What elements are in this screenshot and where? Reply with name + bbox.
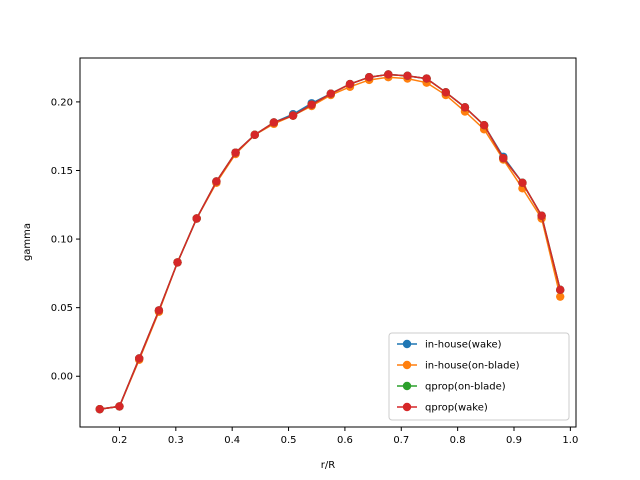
- x-tick-label: 1.0: [562, 435, 578, 446]
- x-tick-label: 0.3: [168, 435, 184, 446]
- data-point-qprop-wake: [364, 73, 374, 82]
- y-tick-label: 0.05: [51, 303, 73, 314]
- data-point-qprop-wake: [250, 130, 259, 140]
- y-tick-label: 0.20: [51, 97, 73, 108]
- legend-label: in-house(wake): [425, 340, 502, 351]
- data-point-qprop-wake: [460, 103, 470, 112]
- y-axis: 0.00 0.05 0.10 0.15 0.20: [51, 97, 80, 383]
- x-tick-label: 0.6: [337, 435, 353, 446]
- data-point-qprop-wake: [556, 285, 565, 295]
- data-point-qprop-wake: [403, 71, 412, 81]
- data-point-qprop-wake: [115, 402, 124, 411]
- legend-marker: [402, 381, 412, 391]
- data-point-qprop-wake: [192, 214, 201, 223]
- data-point-in-house-on-blade: [556, 292, 565, 301]
- x-axis: 0.2 0.3 0.4 0.5 0.6 0.7 0.8 0.9 1.0: [112, 427, 578, 446]
- legend-marker: [402, 360, 412, 370]
- data-point-qprop-wake: [134, 354, 144, 363]
- legend-marker: [402, 339, 412, 349]
- y-axis-label: gamma: [22, 223, 33, 261]
- y-tick-label: 0.10: [51, 235, 73, 246]
- data-point-qprop-wake: [479, 121, 489, 130]
- data-point-qprop-wake: [326, 89, 336, 98]
- legend-marker: [402, 402, 412, 412]
- data-point-qprop-wake: [345, 79, 355, 89]
- legend-label: qprop(wake): [425, 403, 488, 414]
- data-point-qprop-wake: [499, 153, 508, 163]
- y-tick-label: 0.00: [51, 372, 73, 383]
- x-tick-label: 0.8: [450, 435, 466, 446]
- x-tick-label: 0.2: [112, 435, 128, 446]
- data-point-qprop-wake: [307, 100, 316, 109]
- y-tick-label: 0.15: [51, 166, 73, 177]
- data-point-qprop-wake: [422, 74, 431, 83]
- x-tick-label: 0.5: [281, 435, 297, 446]
- x-tick-label: 0.7: [393, 435, 409, 446]
- legend-box: [388, 332, 570, 421]
- legend-label: qprop(on-blade): [425, 382, 506, 393]
- axes-frame: [79, 57, 577, 428]
- data-point-qprop-wake: [95, 404, 104, 414]
- data-point-qprop-wake: [518, 178, 527, 188]
- data-point-qprop-wake: [154, 306, 164, 315]
- data-point-qprop-wake: [212, 177, 221, 186]
- data-point-qprop-wake: [173, 258, 182, 267]
- data-point-qprop-wake: [269, 118, 279, 127]
- data-point-qprop-wake: [441, 88, 450, 97]
- data-point-qprop-wake: [384, 70, 393, 79]
- x-axis-label: r/R: [321, 460, 335, 471]
- legend: in-house(wake) in-house(on-blade) qprop(on…: [388, 332, 570, 421]
- plot-area: [95, 70, 565, 414]
- data-point-qprop-wake: [537, 211, 546, 220]
- data-point-qprop-wake: [288, 111, 298, 120]
- x-tick-label: 0.4: [224, 435, 240, 446]
- x-tick-label: 0.9: [506, 435, 522, 446]
- data-point-qprop-wake: [231, 148, 240, 157]
- legend-label: in-house(on-blade): [425, 361, 520, 372]
